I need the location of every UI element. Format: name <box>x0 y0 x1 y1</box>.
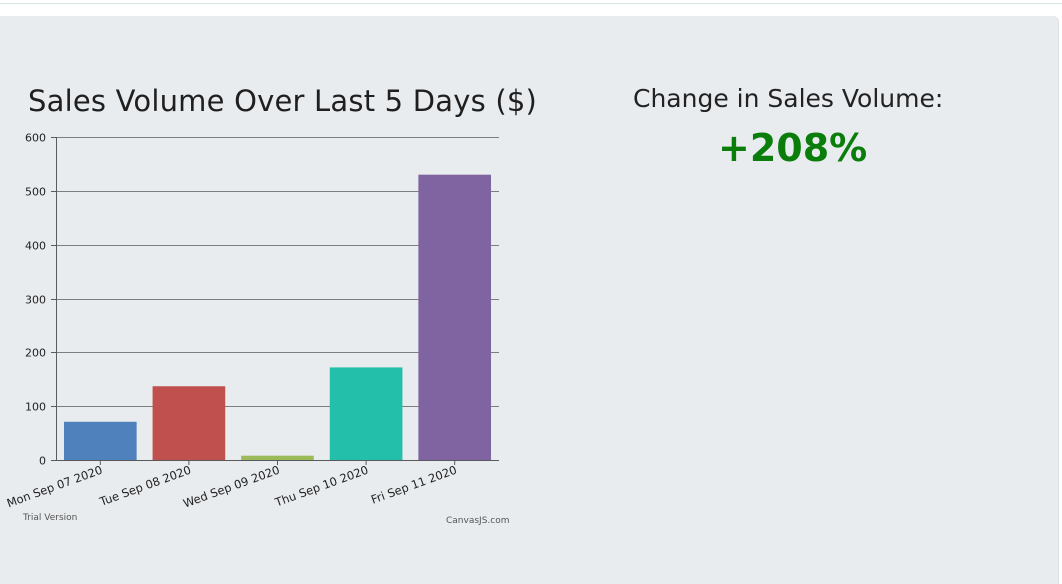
y-tick-label: 500 <box>25 186 46 199</box>
x-tick-label: Thu Sep 10 2020 <box>272 463 370 510</box>
x-tick-label: Fri Sep 11 2020 <box>369 463 459 507</box>
canvasjs-credit-link[interactable]: CanvasJS.com <box>446 516 510 526</box>
bar <box>152 386 226 460</box>
bar <box>418 174 492 460</box>
x-tick-label: Mon Sep 07 2020 <box>5 463 105 511</box>
y-tick-label: 300 <box>25 294 46 307</box>
y-tick-label: 100 <box>25 401 46 414</box>
content-panel <box>0 16 1059 584</box>
change-label: Change in Sales Volume: <box>633 84 944 113</box>
trial-version-credit: Trial Version <box>23 513 78 523</box>
y-tick-label: 200 <box>25 347 46 360</box>
y-tick-label: 600 <box>25 132 46 145</box>
bars <box>63 174 492 460</box>
bar <box>63 421 137 460</box>
chart-title: Sales Volume Over Last 5 Days ($) <box>28 84 538 118</box>
x-tick-label: Tue Sep 08 2020 <box>97 463 193 509</box>
bar <box>329 367 403 460</box>
change-value: +208% <box>718 126 868 170</box>
y-tick-label: 0 <box>39 455 46 468</box>
y-axis: 0 100 200 300 400 500 600 <box>25 132 57 468</box>
y-tick-label: 400 <box>25 240 46 253</box>
bar <box>241 455 314 460</box>
top-border-strip <box>0 0 1062 4</box>
x-tick-label: Wed Sep 09 2020 <box>181 463 281 511</box>
